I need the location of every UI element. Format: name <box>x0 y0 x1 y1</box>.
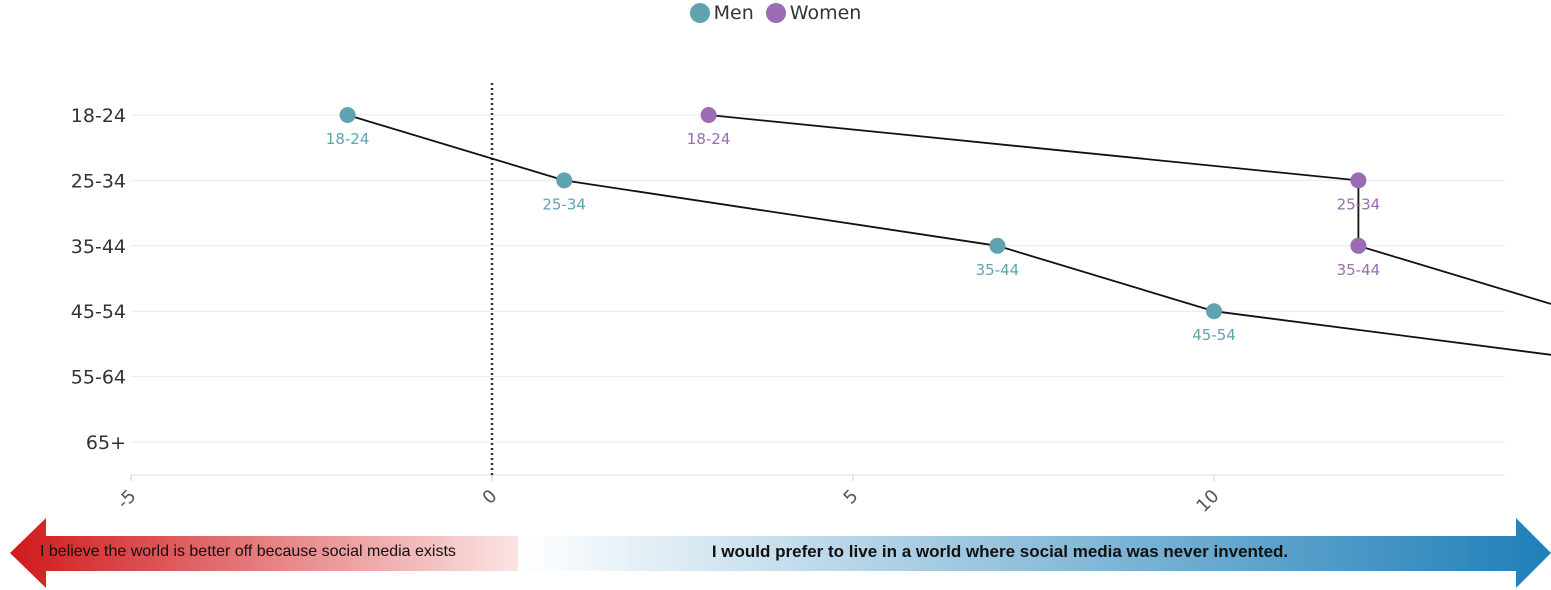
data-point-men <box>556 172 573 189</box>
data-label-women: 25-34 <box>1337 195 1381 213</box>
x-tick-label: 5 <box>840 486 863 509</box>
data-label-men: 18-24 <box>326 130 370 148</box>
data-label-women: 18-24 <box>687 130 731 148</box>
x-tick-label: 0 <box>479 486 502 509</box>
y-tick-label: 18-24 <box>71 105 126 127</box>
y-tick-label: 65+ <box>86 432 126 454</box>
series-line-women <box>708 114 1551 305</box>
y-tick-label: 55-64 <box>71 367 126 389</box>
data-point-women <box>700 107 717 123</box>
data-label-men: 45-54 <box>1192 326 1236 344</box>
line-layer <box>347 114 1551 356</box>
y-tick-label: 25-34 <box>71 170 126 192</box>
grid-layer <box>131 114 1505 443</box>
data-point-women <box>1350 172 1367 189</box>
arrow-left-label: I believe the world is better off becaus… <box>40 543 456 560</box>
arrow-right-label: I would prefer to live in a world where … <box>711 542 1289 561</box>
legend-item-men[interactable]: Men <box>689 2 754 24</box>
left-arrow <box>10 518 518 588</box>
data-label-men: 25-34 <box>542 195 586 213</box>
point-layer: 18-2425-3435-4445-5455-6465+18-2425-3435… <box>326 107 1381 344</box>
data-point-men <box>1206 303 1222 320</box>
data-point-women <box>1350 237 1367 254</box>
right-arrow <box>518 518 1551 588</box>
data-label-men: 35-44 <box>976 261 1020 279</box>
arrow-layer <box>10 518 1551 588</box>
legend: Men Women <box>0 2 1551 24</box>
data-point-men <box>989 237 1006 254</box>
x-tick-label: -5 <box>113 486 141 514</box>
legend-item-women[interactable]: Women <box>765 2 862 24</box>
y-tick-label: 45-54 <box>71 301 126 323</box>
legend-label-men: Men <box>713 2 754 24</box>
y-tick-label: 35-44 <box>71 236 126 258</box>
axis-layer: 18-2425-3435-4445-5455-6465+-10-50510152… <box>71 83 1505 517</box>
data-point-men <box>339 107 356 123</box>
legend-swatch-men <box>689 3 710 23</box>
series-line-men <box>347 114 1551 356</box>
x-tick-label: 10 <box>1192 486 1223 517</box>
legend-swatch-women <box>765 3 786 23</box>
legend-label-women: Women <box>789 2 862 24</box>
data-label-women: 35-44 <box>1337 261 1381 279</box>
